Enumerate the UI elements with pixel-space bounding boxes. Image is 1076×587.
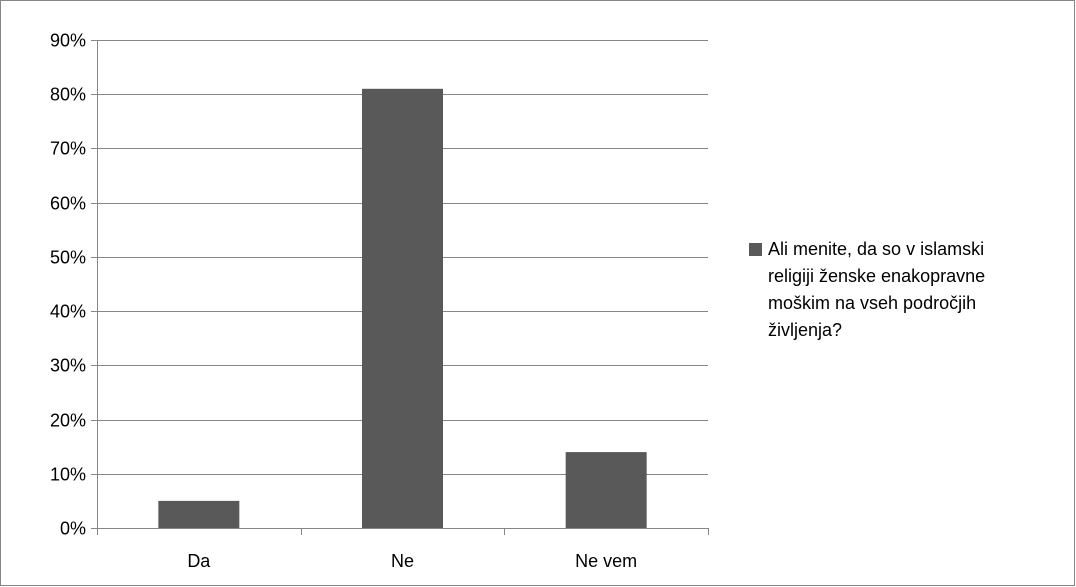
- legend-label: Ali menite, da so v islamski religiji že…: [768, 239, 986, 340]
- bars: [158, 88, 647, 529]
- y-tick-label: 90%: [50, 31, 86, 51]
- legend: Ali menite, da so v islamski religiji že…: [749, 236, 1076, 344]
- legend-swatch: [749, 243, 762, 256]
- y-axis-ticks: 0% 10% 20% 30% 40% 50% 60% 70% 80% 90%: [50, 31, 86, 539]
- y-tick-label: 70%: [50, 139, 86, 159]
- x-tick-label: Ne: [391, 551, 414, 571]
- x-tick-label: Da: [187, 551, 211, 571]
- y-tick-label: 60%: [50, 194, 86, 214]
- y-tick-label: 80%: [50, 85, 86, 105]
- y-tick-label: 0%: [60, 519, 86, 539]
- bar: [362, 88, 443, 529]
- y-tick-label: 10%: [50, 465, 86, 485]
- bar: [565, 452, 647, 528]
- y-tick-label: 30%: [50, 356, 86, 376]
- x-axis-labels: Da Ne Ne vem: [187, 551, 637, 571]
- bar: [158, 500, 240, 528]
- y-tick-label: 50%: [50, 248, 86, 268]
- y-tick-label: 20%: [50, 411, 86, 431]
- x-tick-label: Ne vem: [575, 551, 637, 571]
- y-tick-label: 40%: [50, 302, 86, 322]
